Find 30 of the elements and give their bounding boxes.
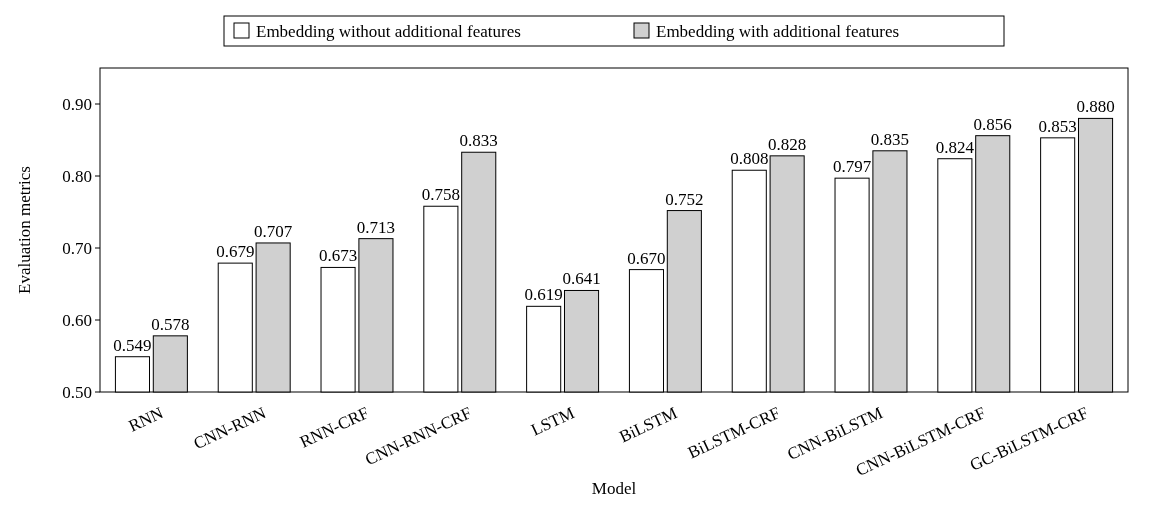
legend-label: Embedding without additional features <box>256 21 521 41</box>
y-tick-label: 0.80 <box>62 166 92 186</box>
y-tick-label: 0.70 <box>62 238 92 258</box>
data-label: 0.673 <box>318 246 358 266</box>
data-label: 0.619 <box>524 285 563 305</box>
data-label: 0.641 <box>562 269 601 289</box>
x-axis-title: Model <box>591 479 637 498</box>
data-label: 0.797 <box>832 157 872 177</box>
data-label: 0.856 <box>973 114 1012 134</box>
x-tick-label: RNN <box>125 403 167 436</box>
data-label: 0.880 <box>1076 97 1115 117</box>
data-label: 0.707 <box>254 221 293 241</box>
data-label: 0.808 <box>730 149 769 169</box>
data-label: 0.828 <box>768 134 807 154</box>
data-label: 0.670 <box>627 248 666 268</box>
data-label: 0.824 <box>935 137 975 157</box>
legend-label: Embedding with additional features <box>656 21 900 41</box>
y-tick-label: 0.90 <box>62 94 92 114</box>
data-label: 0.833 <box>459 131 498 151</box>
data-label: 0.853 <box>1038 116 1077 136</box>
y-tick-label: 0.50 <box>62 382 92 402</box>
data-label: 0.835 <box>870 129 910 149</box>
data-label: 0.679 <box>216 242 255 262</box>
data-label: 0.752 <box>665 189 704 209</box>
data-label: 0.713 <box>356 217 396 237</box>
data-label: 0.578 <box>151 314 190 334</box>
data-label: 0.758 <box>421 185 460 205</box>
y-axis-title: Evaluation metrics <box>15 166 34 294</box>
data-label: 0.549 <box>113 335 152 355</box>
y-tick-label: 0.60 <box>62 310 92 330</box>
